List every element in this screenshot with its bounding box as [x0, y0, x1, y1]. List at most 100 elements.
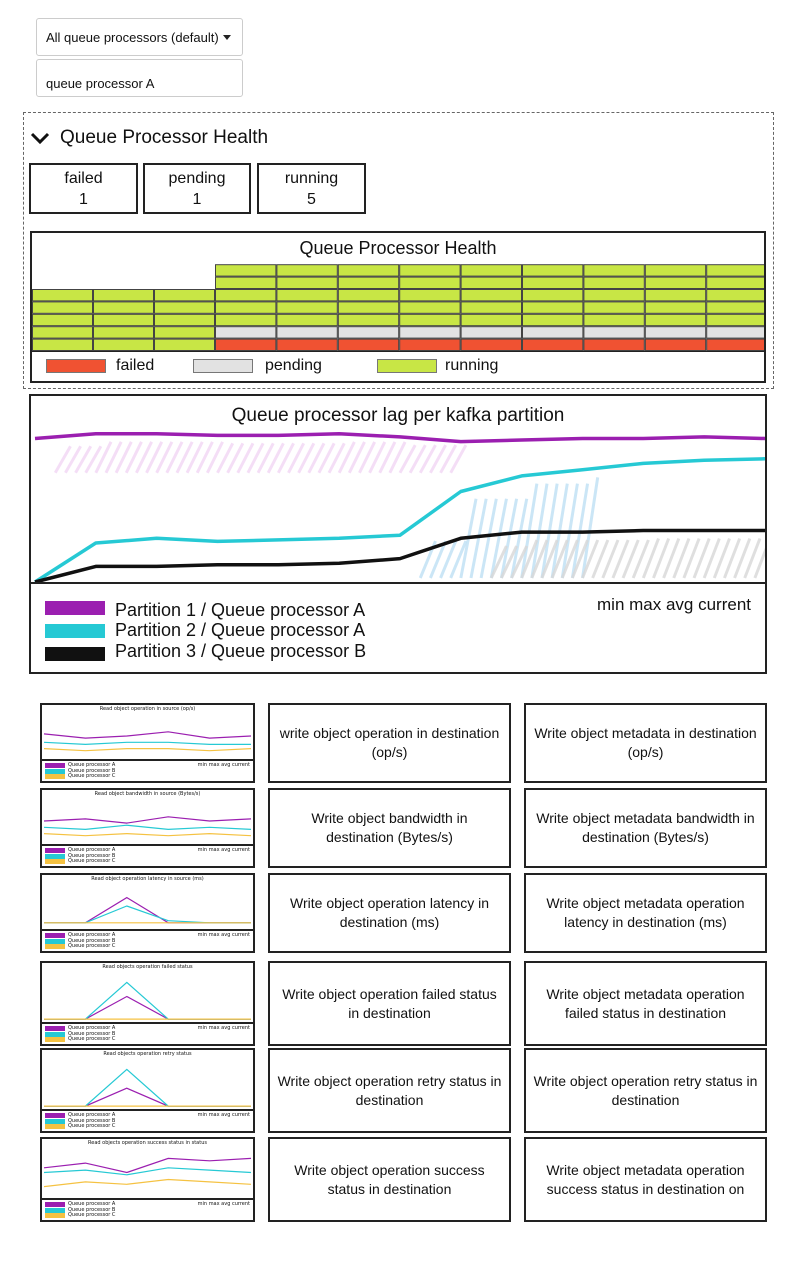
mini-chart-title: Read objects operation failed status — [102, 964, 193, 970]
panel-tile[interactable]: Write object operation retry status in d… — [268, 1048, 511, 1133]
mini-chart-panel: Read objects operation retry status min … — [40, 1048, 255, 1133]
health-bar-segment-running — [337, 289, 400, 302]
legend-label-failed: failed — [116, 357, 155, 374]
health-bar-segment-running — [154, 326, 215, 339]
mini-legend-swatch — [45, 1118, 65, 1124]
health-bar-segment-running — [93, 338, 154, 351]
panel-tile[interactable]: Write object metadata operation latency … — [524, 873, 767, 953]
panel-tile[interactable]: Write object metadata operation success … — [524, 1137, 767, 1222]
mini-chart-svg — [43, 816, 252, 837]
health-bar-segment-running — [522, 313, 584, 327]
mini-legend-label: Queue processor A — [68, 847, 116, 853]
lag-legend-swatch — [45, 647, 105, 661]
mini-chart-stats: min max avg current — [197, 1201, 250, 1207]
mini-legend-swatch — [45, 853, 65, 859]
mini-legend-swatch — [45, 1037, 65, 1042]
health-bar-segment-running — [644, 313, 707, 327]
health-bar-segment-running — [215, 289, 277, 302]
mini-chart-panel: Read objects operation success status in… — [40, 1137, 255, 1222]
lag-stats-header: min max avg current — [597, 595, 751, 614]
health-bar-segment-running — [93, 289, 154, 302]
lag-series-line — [34, 432, 765, 444]
health-bar-segment-running — [215, 301, 277, 314]
panel-tile[interactable]: Write object bandwidth in destination (B… — [268, 788, 511, 868]
panel-tile[interactable]: Write object metadata operation failed s… — [524, 961, 767, 1046]
lag-legend-label: Partition 3 / Queue processor B — [115, 641, 367, 661]
mini-legend-swatch — [45, 763, 65, 768]
stat-value: 1 — [79, 191, 88, 208]
health-bar-segment-running — [215, 276, 277, 289]
panel-tile[interactable]: Write object operation latency in destin… — [268, 873, 511, 953]
mini-chart-stats: min max avg current — [197, 762, 250, 768]
health-bar-segment-running — [32, 289, 93, 302]
health-bar-segment-running — [399, 301, 461, 314]
legend-swatch-pending — [193, 359, 253, 373]
health-bar-segment-running — [522, 289, 584, 302]
mini-chart-svg — [44, 1068, 251, 1107]
stat-value: 1 — [192, 191, 202, 208]
health-bar-segment-failed — [706, 338, 764, 351]
mini-legend-swatch — [45, 944, 65, 949]
panel-tile[interactable]: write object operation in destination (o… — [268, 703, 511, 783]
lag-legend-label: Partition 1 / Queue processor A — [115, 600, 366, 620]
health-bar-segment-running — [583, 276, 645, 289]
health-bar-segment-running — [154, 338, 215, 351]
health-bar-segment-running — [460, 313, 523, 327]
mini-chart-stats: min max avg current — [197, 932, 250, 938]
mini-legend-swatch — [45, 1026, 65, 1031]
health-section-header[interactable]: Queue Processor Health — [30, 126, 268, 150]
lag-legend-swatch — [45, 601, 105, 615]
mini-chart-title: Read object operation latency in source … — [91, 876, 204, 882]
health-bar-segment-pending — [460, 326, 523, 339]
lag-legend-swatch — [45, 624, 105, 638]
panel-tile[interactable]: Write object metadata in destination (op… — [524, 703, 767, 783]
health-chart-panel: Queue Processor Health failed pending ru… — [30, 231, 766, 383]
health-bar-segment-running — [215, 264, 277, 277]
health-bar-segment-running — [276, 264, 338, 277]
stat-label: running — [284, 170, 339, 187]
queue-processor-search-input[interactable] — [36, 59, 243, 97]
mini-legend-label: Queue processor A — [68, 1201, 116, 1207]
health-bar-segment-running — [93, 326, 154, 339]
mini-legend-swatch — [45, 859, 65, 864]
mini-chart-svg — [43, 731, 252, 752]
health-bar-segment-running — [706, 276, 764, 289]
mini-chart-title: Read objects operation retry status — [103, 1051, 192, 1057]
health-bar-segment-running — [706, 289, 764, 302]
health-bar-segment-running — [644, 289, 707, 302]
mini-legend-label: Queue processor B — [68, 767, 116, 774]
health-bar-segment-running — [583, 289, 645, 302]
health-bar-segment-running — [32, 338, 93, 351]
stat-pending: pending 1 — [143, 163, 251, 214]
stat-value: 5 — [307, 191, 316, 208]
stat-label: pending — [168, 170, 226, 187]
health-bar-segment-running — [706, 313, 764, 327]
health-bar-segment-pending — [706, 326, 764, 339]
mini-chart-svg — [43, 1157, 252, 1188]
health-bar-segment-running — [522, 276, 584, 289]
health-bar-segment-failed — [337, 338, 400, 351]
health-bar-segment-running — [154, 301, 215, 314]
health-bar-segment-pending — [215, 326, 277, 339]
health-bar-segment-pending — [522, 326, 584, 339]
mini-chart-svg — [44, 981, 251, 1020]
health-bar-segment-running — [644, 264, 707, 277]
health-bar-segment-running — [522, 264, 584, 277]
panel-tile[interactable]: Write object operation retry status in d… — [524, 1048, 767, 1133]
health-bar-segment-running — [154, 313, 215, 327]
queue-processor-select[interactable]: All queue processors (default) — [36, 18, 243, 56]
health-bar-segment-running — [583, 313, 645, 327]
health-bar-segment-running — [276, 313, 338, 327]
health-bar-segment-failed — [399, 338, 461, 351]
panel-tile[interactable]: Write object operation success status in… — [268, 1137, 511, 1222]
health-bar-segment-running — [32, 313, 93, 327]
panel-tile[interactable]: Write object operation failed status in … — [268, 961, 511, 1046]
mini-legend-label: Queue processor A — [68, 762, 116, 768]
health-bar-segment-failed — [583, 338, 645, 351]
panel-tile[interactable]: Write object metadata bandwidth in desti… — [524, 788, 767, 868]
mini-chart-panel: Read object bandwidth in source (Bytes/s… — [40, 788, 255, 868]
chevron-down-icon[interactable] — [30, 131, 50, 145]
health-chart-svg — [32, 264, 764, 351]
health-bar-segment-running — [32, 301, 93, 314]
legend-swatch-failed — [46, 359, 106, 373]
